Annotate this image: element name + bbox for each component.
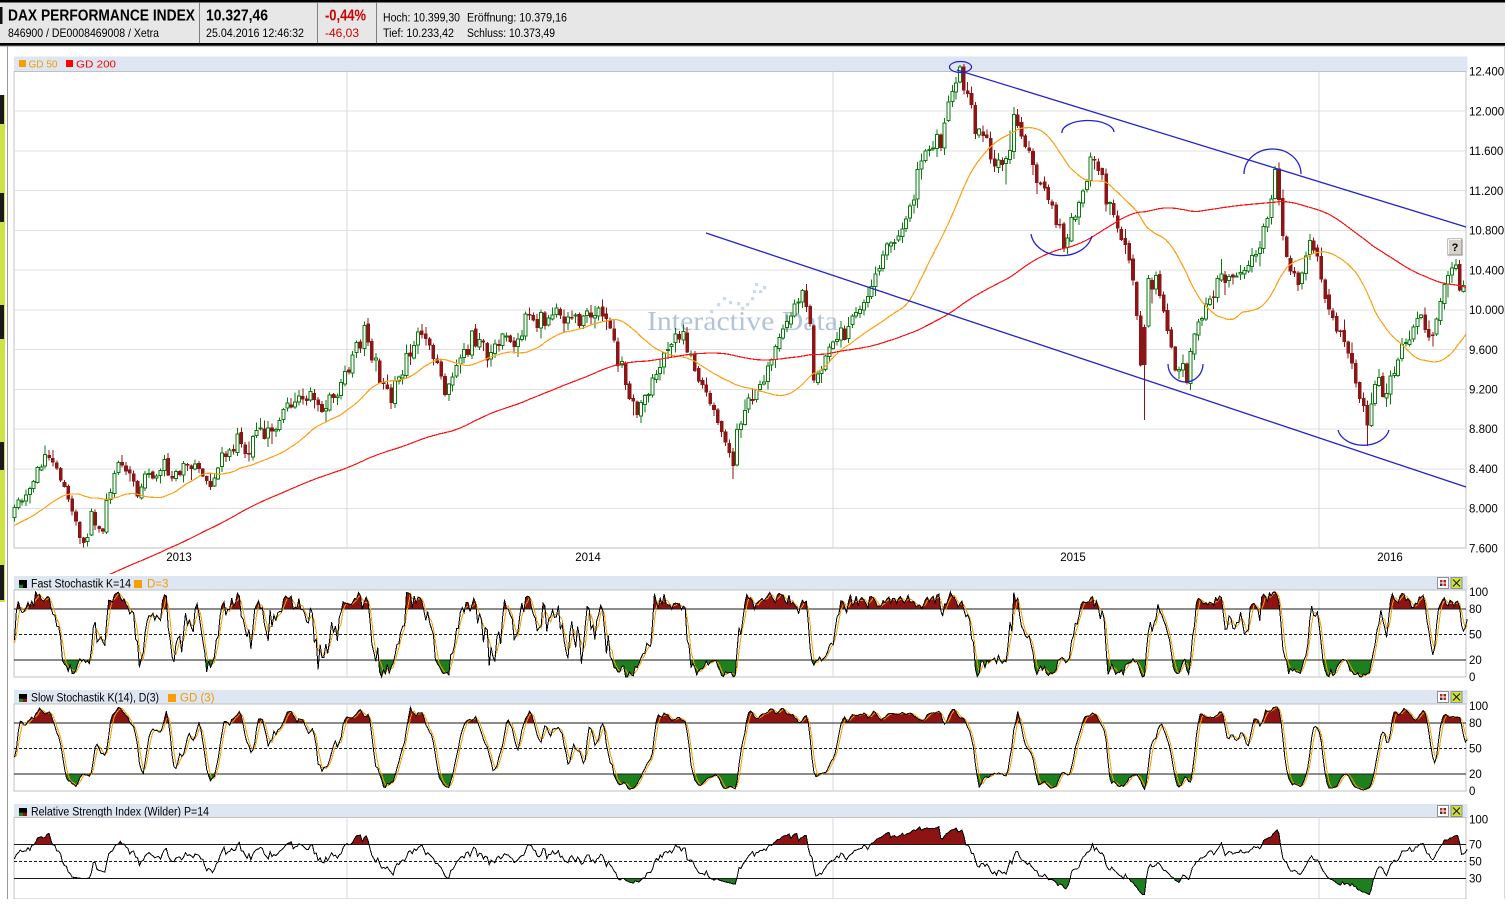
svg-text:0: 0 <box>1469 786 1475 798</box>
svg-text:20: 20 <box>1469 655 1482 667</box>
svg-text:Fast Stochastik K=14: Fast Stochastik K=14 <box>31 579 132 591</box>
svg-text:30: 30 <box>1469 873 1482 885</box>
svg-text:50: 50 <box>1469 744 1482 756</box>
svg-text:Tief: 10.233,42: Tief: 10.233,42 <box>383 28 454 40</box>
svg-text:100: 100 <box>1469 587 1488 599</box>
svg-text:80: 80 <box>1469 604 1482 616</box>
svg-text:2016: 2016 <box>1377 552 1403 564</box>
svg-text:9.600: 9.600 <box>1469 345 1498 357</box>
svg-text:GD 50: GD 50 <box>29 59 58 71</box>
svg-text:2013: 2013 <box>166 552 192 564</box>
svg-text:9.200: 9.200 <box>1469 385 1498 397</box>
svg-text:8.400: 8.400 <box>1469 464 1498 476</box>
svg-text:11.600: 11.600 <box>1469 146 1503 158</box>
svg-text:11.200: 11.200 <box>1469 186 1503 198</box>
svg-text:2014: 2014 <box>575 552 601 564</box>
svg-text:50: 50 <box>1469 856 1482 868</box>
svg-text:100: 100 <box>1469 814 1488 826</box>
svg-text:10.000: 10.000 <box>1469 305 1504 317</box>
svg-text:GD (3): GD (3) <box>180 693 215 705</box>
svg-text:12.400: 12.400 <box>1469 67 1504 79</box>
svg-text:D=3: D=3 <box>147 579 168 591</box>
svg-text:8.800: 8.800 <box>1469 424 1498 436</box>
svg-text:?: ? <box>1452 242 1459 254</box>
svg-text:80: 80 <box>1469 718 1482 730</box>
svg-text:10.800: 10.800 <box>1469 226 1504 238</box>
svg-text:2015: 2015 <box>1060 552 1086 564</box>
svg-text:Relative Strength Index (Wilde: Relative Strength Index (Wilder) P=14 <box>31 807 210 819</box>
svg-text:Slow Stochastik K(14), D(3): Slow Stochastik K(14), D(3) <box>31 693 159 705</box>
svg-text:Schluss: 10.373,49: Schluss: 10.373,49 <box>467 28 555 40</box>
svg-text:8.000: 8.000 <box>1469 504 1498 516</box>
svg-text:Eröffnung: 10.379,16: Eröffnung: 10.379,16 <box>467 13 567 25</box>
svg-text:10.400: 10.400 <box>1469 265 1504 277</box>
svg-text:10.327,46: 10.327,46 <box>206 8 268 25</box>
svg-text:-46,03: -46,03 <box>325 26 359 40</box>
svg-text:20: 20 <box>1469 769 1482 781</box>
svg-text:-0,44%: -0,44% <box>325 8 366 25</box>
svg-text:846900 / DE0008469008 / Xetra: 846900 / DE0008469008 / Xetra <box>8 26 159 40</box>
svg-text:50: 50 <box>1469 630 1482 642</box>
svg-text:25.04.2016 12:46:32: 25.04.2016 12:46:32 <box>206 26 304 40</box>
svg-text:GD 200: GD 200 <box>76 59 116 71</box>
svg-text:0: 0 <box>1469 672 1475 684</box>
svg-text:7.600: 7.600 <box>1469 543 1498 555</box>
svg-text:70: 70 <box>1469 840 1482 852</box>
svg-text:12.000: 12.000 <box>1469 106 1504 118</box>
svg-text:Hoch: 10.399,30: Hoch: 10.399,30 <box>383 13 460 25</box>
svg-text:DAX PERFORMANCE INDEX: DAX PERFORMANCE INDEX <box>8 8 196 25</box>
svg-text:100: 100 <box>1469 701 1488 713</box>
